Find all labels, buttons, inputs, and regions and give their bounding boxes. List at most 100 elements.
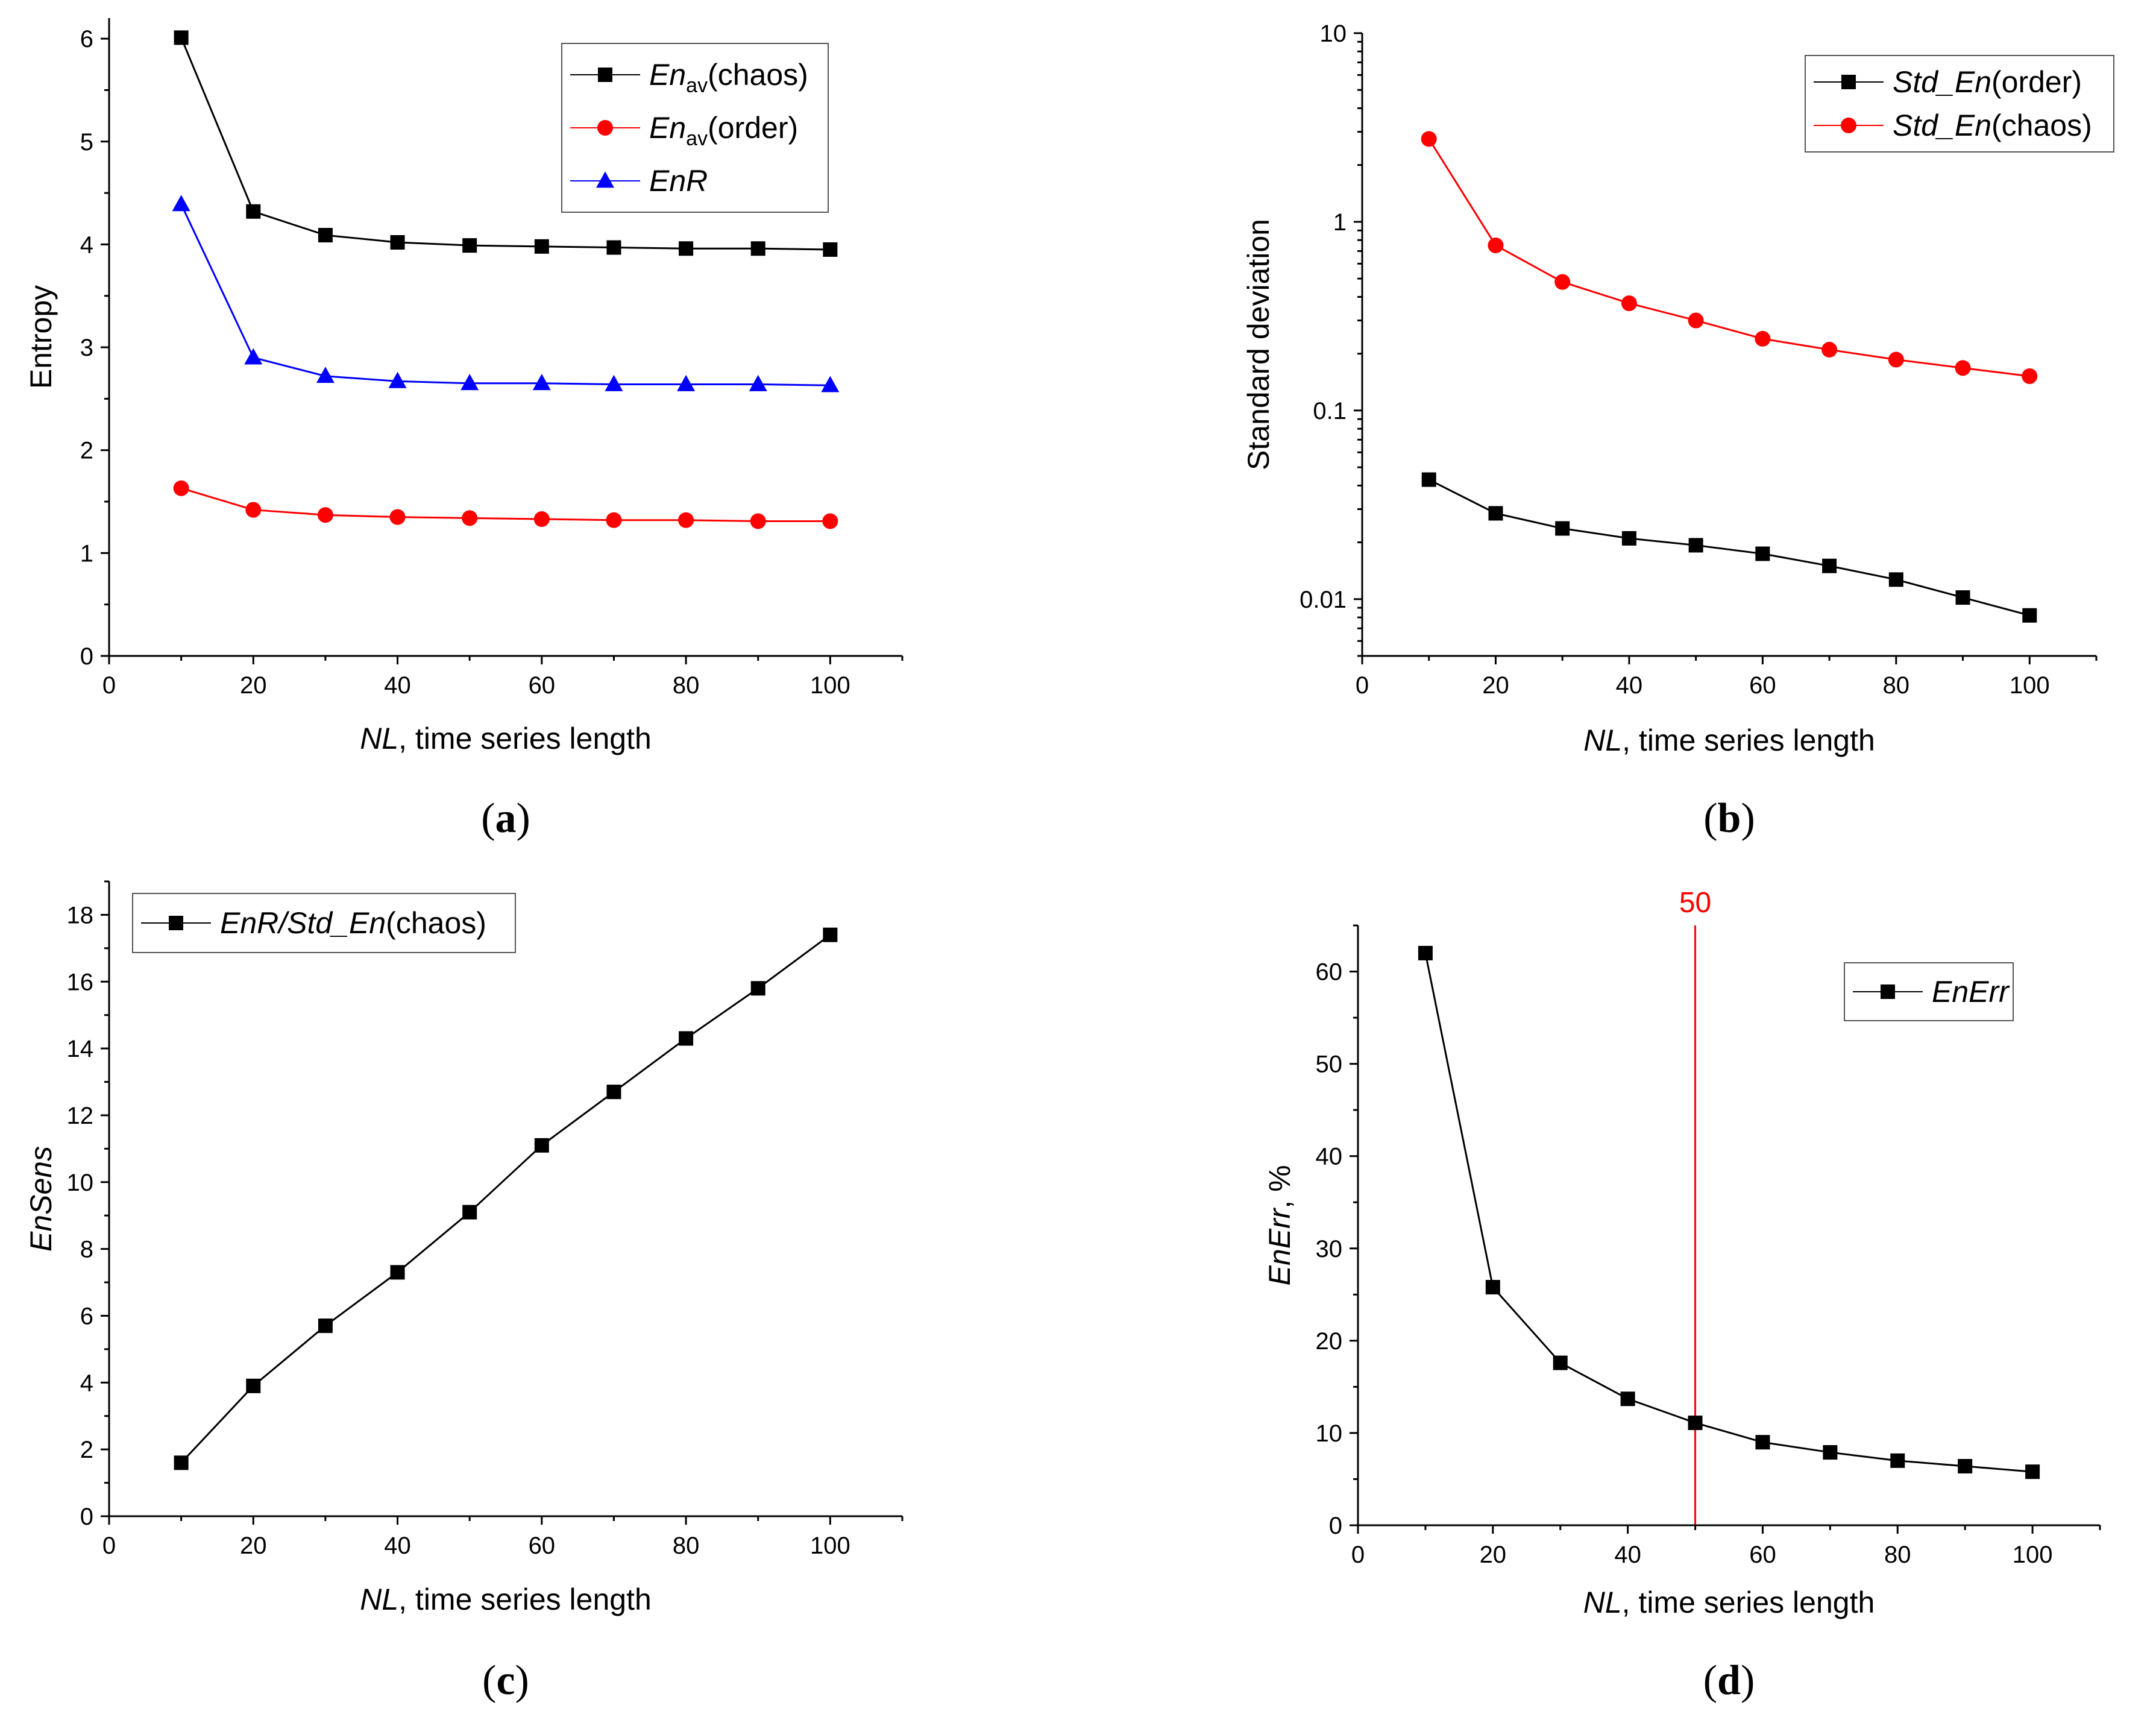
y-tick-label: 10 [1316, 1420, 1343, 1447]
data-point [462, 1205, 477, 1220]
legend-box [1805, 55, 2114, 153]
series-0 [1421, 472, 2037, 623]
x-tick-label: 80 [673, 1533, 700, 1559]
x-axis-title-italic: NL [1583, 723, 1622, 757]
data-point [606, 512, 622, 528]
x-axis-title-rest: , time series length [1622, 723, 1875, 757]
x-axis-title-rest: , time series length [398, 1583, 652, 1616]
data-point [534, 239, 549, 254]
data-point [823, 242, 838, 257]
x-axis-title: NL, time series length [1583, 723, 1875, 757]
x-tick-label: 20 [1482, 672, 1509, 699]
legend-label-rest: (chaos) [708, 58, 808, 92]
data-point [1554, 274, 1571, 290]
y-tick-label: 0 [80, 1504, 93, 1530]
y-tick-label: 1 [80, 540, 93, 567]
data-point [1955, 360, 1971, 376]
panel-label: (d) [1703, 1657, 1755, 1704]
y-tick-label: 6 [80, 1303, 93, 1329]
data-point [174, 1455, 189, 1470]
data-point [246, 1378, 261, 1393]
y-tick-label: 2 [80, 438, 93, 464]
data-point [1688, 1416, 1703, 1431]
data-point [1488, 506, 1503, 521]
legend-label-main: Std_En [1893, 65, 1991, 99]
x-axis-title-rest: , time series length [398, 722, 652, 755]
y-tick-label: 50 [1316, 1051, 1343, 1078]
y-tick-label: 10 [1320, 20, 1347, 47]
y-tick-label: 16 [67, 969, 94, 995]
data-point [533, 511, 550, 528]
x-tick-label: 80 [1884, 1542, 1911, 1568]
legend-marker [597, 120, 613, 136]
y-tick-label: 14 [67, 1036, 94, 1062]
legend-label-main: EnR [649, 164, 708, 198]
data-point [318, 228, 333, 243]
y-tick-label: 1 [1333, 209, 1347, 236]
data-point [174, 30, 189, 45]
legend-label-sub: av [686, 127, 708, 150]
legend-label-main: Std_En [1893, 109, 1991, 142]
data-point [606, 240, 621, 255]
data-point [532, 374, 551, 391]
data-point [1621, 531, 1636, 546]
y-tick-label: 5 [80, 129, 93, 156]
data-point [460, 374, 479, 391]
data-point [462, 238, 477, 253]
x-tick-label: 0 [1351, 1542, 1365, 1568]
panel-label: (a) [481, 795, 530, 842]
y-tick-label: 0.01 [1300, 587, 1347, 613]
data-point [1620, 1391, 1635, 1407]
x-tick-label: 60 [529, 672, 556, 699]
y-axis-title: Standard deviation [1242, 219, 1275, 470]
y-tick-label: 4 [80, 1370, 93, 1396]
series-0 [1418, 945, 2040, 1479]
data-point [1488, 238, 1504, 254]
x-tick-label: 20 [240, 672, 267, 699]
legend: EnErr [1844, 962, 2014, 1021]
data-point [1755, 546, 1770, 561]
x-tick-label: 0 [102, 1533, 116, 1559]
data-point [1821, 342, 1838, 358]
legend-label-main: En [649, 58, 686, 92]
data-point [1485, 1280, 1500, 1295]
legend-label: Std_En(order) [1893, 65, 2082, 99]
legend: Std_En(order)Std_En(chaos) [1805, 55, 2114, 153]
data-point [606, 1085, 621, 1100]
x-axis-title: NL, time series length [1583, 1586, 1875, 1619]
data-point [2022, 368, 2038, 384]
data-point [390, 1265, 405, 1280]
data-point [1755, 1435, 1770, 1450]
legend: EnR/Std_En(chaos) [132, 893, 516, 953]
y-axis-title: Entropy [24, 285, 58, 389]
y-axis-title: EnSens [24, 1146, 58, 1252]
data-point [388, 371, 407, 388]
panel-label-close: ) [1741, 795, 1755, 842]
chart-panel-d: 50 0 20 40 60 80 100 0 10 20 30 40 50 60 NL, time seri… [1263, 887, 2101, 1704]
panel-label-letter: b [1718, 795, 1741, 842]
data-point [462, 510, 478, 526]
data-point [823, 927, 838, 942]
data-point [821, 376, 840, 392]
legend-marker [596, 171, 614, 188]
data-point [1888, 572, 1903, 587]
data-point [246, 204, 261, 219]
y-tick-label: 12 [67, 1103, 94, 1129]
data-point [534, 1138, 549, 1153]
data-point [1955, 590, 1970, 605]
x-tick-label: 60 [1749, 1542, 1776, 1568]
x-tick-label: 80 [1883, 672, 1910, 699]
data-point [1888, 351, 1904, 368]
data-point [1755, 330, 1771, 347]
x-tick-label: 80 [673, 672, 700, 699]
x-tick-label: 100 [2010, 672, 2050, 699]
data-point [1823, 1445, 1838, 1460]
chart-panel-b: 0 20 40 60 80 100 0.01 0.1 1 10 NL, time series le… [1242, 20, 2114, 842]
chart-panel-a: 0 20 40 60 80 100 0 1 2 3 4 5 6 NL, time series lengt… [24, 18, 904, 842]
data-point [750, 513, 766, 529]
data-point [677, 374, 696, 391]
series-1 [1421, 131, 2038, 384]
legend: Enav(chaos)Enav(order)EnR [561, 43, 829, 213]
panel-label-close: ) [515, 1657, 529, 1704]
data-point [2025, 1464, 2040, 1479]
